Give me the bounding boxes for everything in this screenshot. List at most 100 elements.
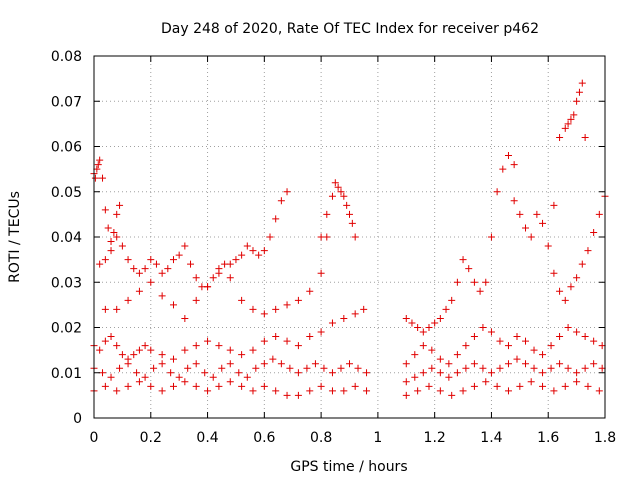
series-arc11 — [402, 324, 606, 368]
data-point — [328, 192, 336, 200]
data-point — [328, 387, 336, 395]
data-point — [107, 238, 115, 246]
data-point — [496, 337, 504, 345]
data-point — [286, 364, 294, 372]
data-point — [158, 351, 166, 359]
x-tick-label: 0.6 — [253, 430, 275, 446]
data-point — [544, 242, 552, 250]
data-point — [346, 210, 353, 218]
data-point — [496, 364, 504, 372]
series-arc9 — [510, 192, 609, 304]
data-point — [306, 387, 314, 395]
data-point — [402, 378, 410, 386]
x-axis-ticks: 0 0.2 0.4 0.6 0.8 1 1.2 1.4 1.6 1.8 — [90, 56, 616, 446]
data-point — [428, 364, 436, 372]
data-point — [201, 369, 209, 377]
data-point — [581, 333, 589, 341]
data-point — [556, 333, 564, 341]
y-tick-label: 0.02 — [51, 321, 82, 337]
data-point — [135, 346, 143, 354]
data-point — [510, 161, 518, 169]
data-point — [351, 382, 359, 390]
data-point — [513, 333, 521, 341]
data-point — [561, 296, 569, 304]
data-point — [567, 283, 575, 291]
data-point — [215, 382, 223, 390]
data-point — [101, 256, 109, 264]
data-point — [351, 233, 359, 241]
data-point — [204, 337, 212, 345]
data-point — [428, 346, 436, 354]
data-point — [226, 274, 234, 282]
x-tick-label: 1.6 — [537, 430, 559, 446]
data-point — [306, 287, 314, 295]
data-point — [147, 256, 155, 264]
data-point — [516, 382, 524, 390]
data-point — [255, 251, 263, 259]
data-point — [363, 369, 371, 377]
data-point — [147, 278, 155, 286]
data-point — [113, 387, 121, 395]
data-point — [317, 233, 325, 241]
data-point — [294, 296, 302, 304]
data-point — [110, 228, 118, 236]
data-point — [573, 274, 581, 282]
data-point — [249, 247, 257, 255]
data-point — [283, 391, 291, 399]
data-point — [272, 333, 280, 341]
data-point — [453, 351, 461, 359]
data-point — [436, 369, 444, 377]
y-axis-title: ROTI / TECUs — [7, 191, 23, 283]
data-point — [226, 360, 234, 368]
data-point — [411, 373, 419, 381]
data-point — [556, 133, 564, 141]
x-tick-label: 1 — [373, 430, 382, 446]
data-point — [550, 269, 558, 277]
y-axis-ticks: 0 0.01 0.02 0.03 0.04 0.05 0.06 0.07 0.08 — [51, 49, 605, 427]
data-point — [99, 369, 107, 377]
data-point — [476, 287, 484, 295]
data-point — [243, 373, 251, 381]
series-arc7 — [90, 378, 371, 399]
data-point — [101, 206, 109, 214]
data-point — [504, 360, 512, 368]
data-point — [294, 342, 302, 350]
data-point — [169, 301, 177, 309]
data-point — [504, 387, 512, 395]
data-point — [238, 351, 246, 359]
data-point — [550, 387, 558, 395]
data-point — [192, 274, 200, 282]
series-arc10 — [550, 79, 589, 209]
data-point — [141, 265, 149, 273]
data-point — [414, 387, 422, 395]
data-point — [215, 342, 223, 350]
data-point — [328, 369, 336, 377]
data-point — [470, 333, 478, 341]
data-point — [402, 391, 410, 399]
data-point — [436, 355, 444, 363]
data-point — [539, 351, 547, 359]
data-point — [167, 369, 175, 377]
data-point — [493, 188, 501, 196]
data-point — [209, 373, 217, 381]
data-point — [590, 360, 598, 368]
data-point — [113, 233, 121, 241]
data-point — [232, 256, 240, 264]
data-point — [346, 360, 353, 368]
data-point — [96, 260, 104, 268]
data-point — [556, 287, 564, 295]
data-point — [152, 260, 160, 268]
data-point — [311, 360, 319, 368]
series-arc12 — [402, 355, 606, 386]
data-point — [141, 342, 149, 350]
data-point — [411, 351, 419, 359]
x-tick-label: 1.4 — [480, 430, 502, 446]
data-point — [504, 342, 512, 350]
data-point — [249, 387, 257, 395]
data-point — [533, 210, 541, 218]
data-point — [238, 251, 246, 259]
data-point — [215, 269, 223, 277]
data-point — [539, 219, 547, 227]
series-arc13 — [402, 378, 603, 399]
data-point — [462, 342, 470, 350]
